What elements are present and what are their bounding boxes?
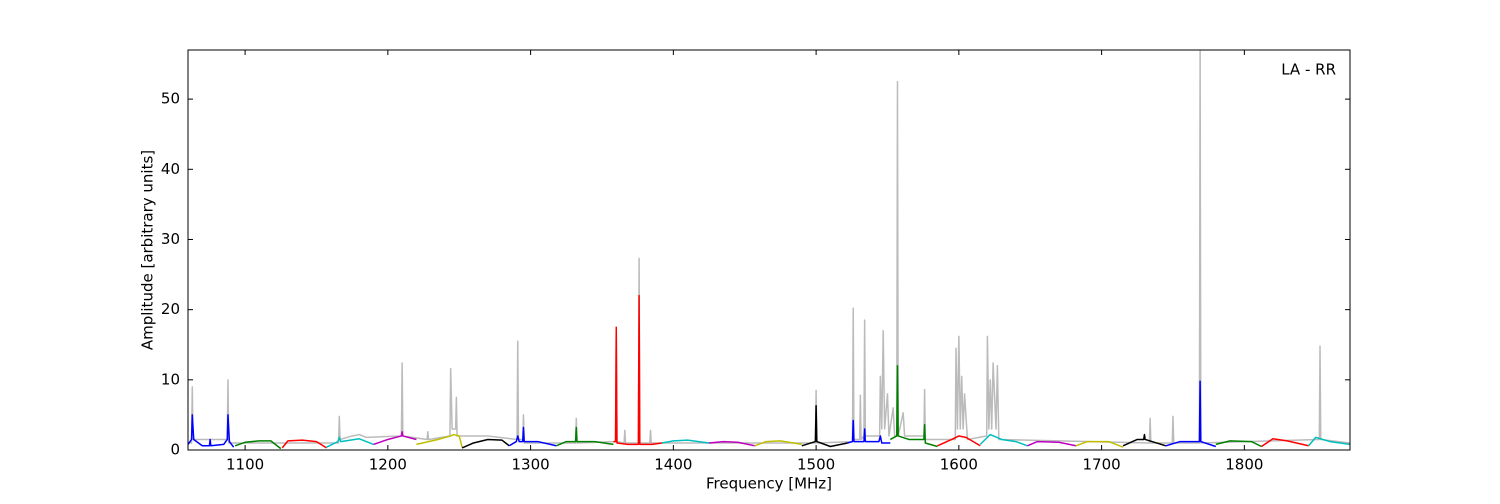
x-tick-label: 1400	[654, 456, 692, 474]
spectrum-line	[1122, 433, 1167, 447]
x-tick-label: 1100	[226, 456, 264, 474]
spectrum-line	[281, 439, 327, 449]
spectrum-line	[1165, 380, 1217, 448]
spectrum-line	[979, 433, 1028, 447]
spectrum-line	[416, 433, 463, 448]
spectrum-line	[326, 436, 374, 448]
plot-lines	[188, 50, 1350, 450]
spectrum-line	[188, 50, 1350, 444]
spectrum-line	[373, 431, 417, 446]
y-tick-label: 30	[161, 230, 180, 248]
x-axis-label: Frequency [MHz]	[706, 475, 832, 493]
y-axis-label: Amplitude [arbitrary units]	[139, 150, 157, 350]
spectrum-line	[889, 365, 938, 448]
annotation: LA - RR	[1281, 61, 1336, 79]
spectrum-line	[708, 440, 755, 447]
spectrum-line	[754, 440, 802, 447]
y-tick-label: 20	[161, 300, 180, 318]
x-tick-label: 1500	[797, 456, 835, 474]
spectrum-line	[1261, 438, 1309, 448]
y-tick-label: 0	[170, 441, 180, 459]
spectrum-line	[1308, 436, 1350, 447]
spectrum-line	[661, 439, 710, 444]
spectrum-line	[188, 414, 235, 448]
x-tick-label: 1700	[1083, 456, 1121, 474]
y-tick-label: 50	[161, 90, 180, 108]
spectrum-line	[801, 405, 848, 448]
spectrum-line	[1215, 440, 1262, 448]
x-tick-label: 1200	[369, 456, 407, 474]
spectrum-line	[1027, 440, 1077, 447]
x-tick-label: 1800	[1225, 456, 1263, 474]
x-tick-label: 1300	[512, 456, 550, 474]
spectrum-line	[1075, 440, 1124, 448]
spectrum-line	[847, 419, 891, 444]
spectrum-line	[234, 440, 282, 450]
spectrum-line	[937, 435, 981, 447]
spectrum-line	[508, 426, 557, 447]
spectrum-line	[461, 438, 510, 449]
plot-frame	[187, 49, 1351, 451]
y-tick-label: 10	[161, 370, 180, 388]
x-tick-label: 1600	[940, 456, 978, 474]
y-tick-label: 40	[161, 160, 180, 178]
spectrum-line	[556, 426, 614, 447]
spectrum-line	[613, 294, 663, 446]
